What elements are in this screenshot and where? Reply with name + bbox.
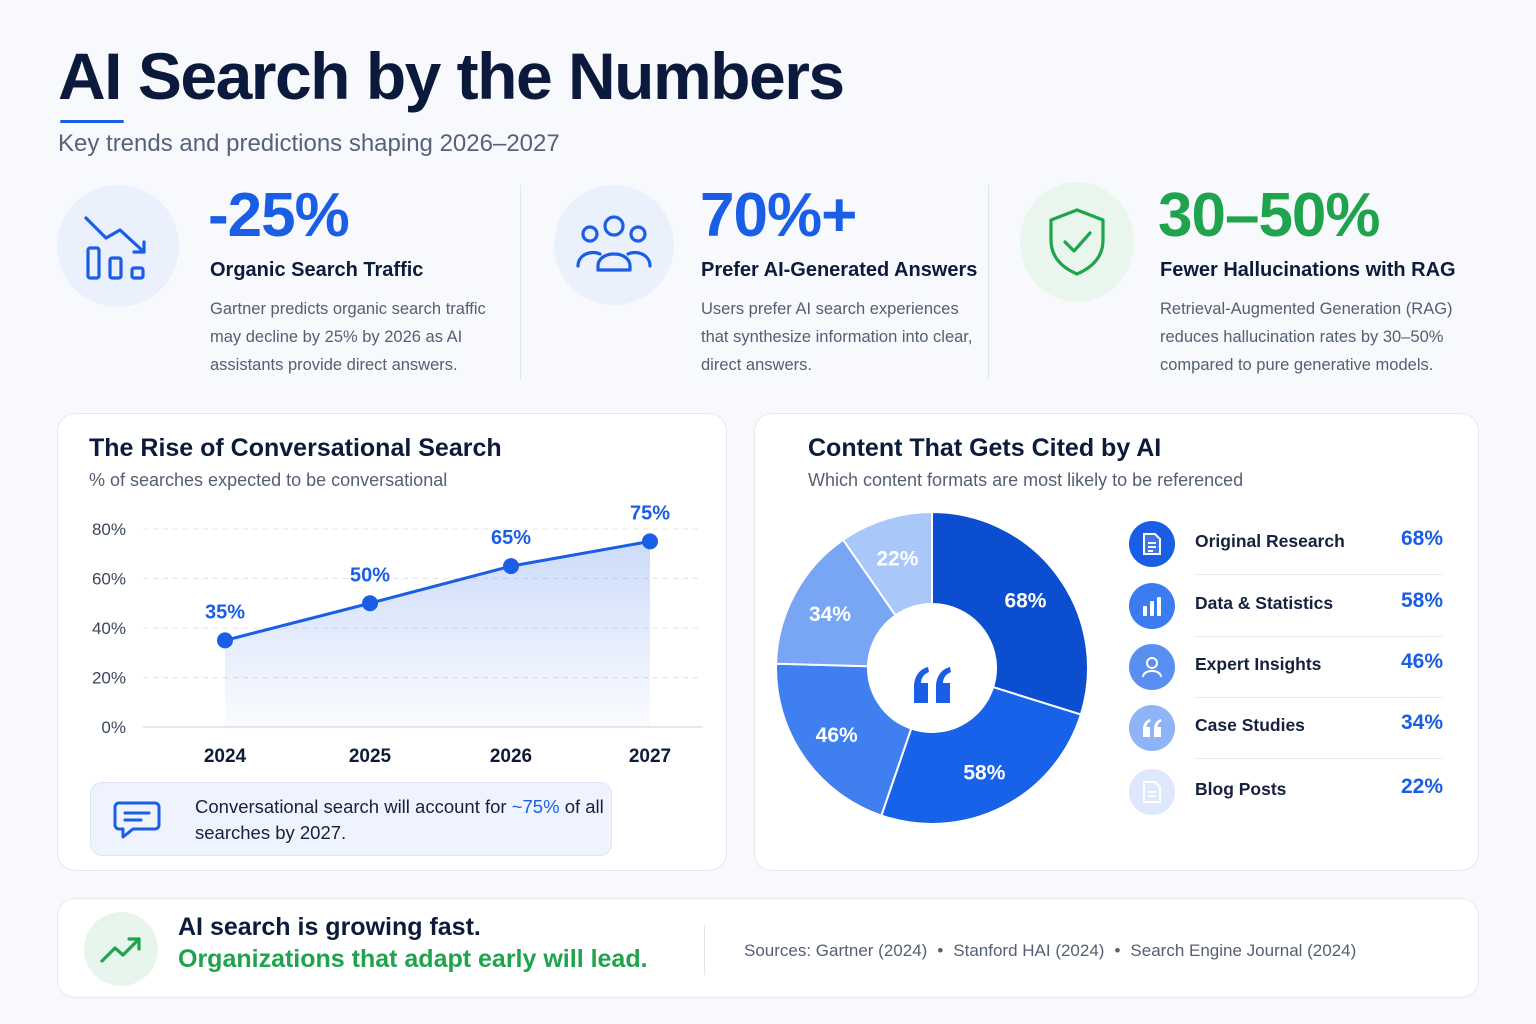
page-icon [1129, 769, 1175, 815]
area-fill [225, 541, 650, 727]
legend-value: 68% [1400, 527, 1443, 550]
x-tick-label: 2026 [490, 746, 532, 767]
legend-value: 58% [1400, 589, 1443, 612]
donut-hole [868, 604, 996, 732]
legend-label: Data & Statistics [1195, 593, 1334, 613]
legend-separator [1195, 697, 1443, 698]
legend-label: Blog Posts [1195, 779, 1287, 799]
callout-highlight: ~75% [511, 796, 560, 817]
stat-label-prefer-ai: Prefer AI-Generated Answers [701, 259, 978, 281]
card-title: The Rise of Conversational Search [89, 434, 502, 462]
slice-label: 68% [1004, 589, 1046, 612]
data-point [503, 558, 519, 575]
quote-icon [1129, 705, 1175, 751]
slice-label: 22% [876, 547, 918, 570]
legend-label: Original Research [1195, 531, 1345, 551]
source-item: Search Engine Journal (2024) [1130, 941, 1357, 960]
chat-bubble-icon [113, 797, 161, 846]
source-item: Sources: Gartner (2024) [744, 941, 928, 960]
legend-item-blog-posts: Blog Posts 22% [1129, 761, 1443, 823]
footer-divider [704, 925, 705, 975]
legend-separator [1195, 636, 1443, 637]
footer-headline: AI search is growing fast. [178, 913, 481, 941]
y-tick-label: 80% [92, 520, 126, 539]
data-label: 50% [350, 564, 390, 586]
cited-donut-chart: 68% 58% 46% 34% 22% [775, 510, 1089, 825]
source-item: Stanford HAI (2024) [953, 941, 1105, 960]
stat-value-organic: -25% [208, 181, 350, 250]
legend-item-expert-insights: Expert Insights 46% [1129, 636, 1443, 698]
data-label: 65% [491, 527, 531, 549]
sources-line: Sources: Gartner (2024) • Stanford HAI (20… [744, 941, 1357, 960]
card-subtitle: Which content formats are most likely to… [808, 470, 1244, 490]
legend-label: Case Studies [1195, 715, 1305, 735]
legend-separator [1195, 574, 1443, 575]
stat-desc-organic: Gartner predicts organic search traffic … [210, 300, 486, 374]
person-icon [1129, 644, 1175, 690]
stat-desc-prefer-ai: Users prefer AI search experiences that … [701, 300, 973, 374]
data-point [217, 632, 233, 649]
conversational-search-card: The Rise of Conversational Search % of s… [57, 413, 727, 871]
shield-check-icon [1020, 182, 1134, 302]
slice-label: 58% [963, 762, 1005, 785]
slice-label: 46% [816, 724, 858, 747]
page-title: AI Search by the Numbers [58, 39, 845, 113]
legend-separator [1195, 758, 1443, 759]
bar-chart-icon [1129, 583, 1175, 629]
stat-label-organic: Organic Search Traffic [210, 259, 424, 281]
title-accent-rule [60, 120, 124, 123]
stat-label-rag: Fewer Hallucinations with RAG [1160, 259, 1456, 281]
y-tick-label: 60% [92, 570, 126, 589]
stat-divider [520, 185, 521, 380]
legend-item-case-studies: Case Studies 34% [1129, 697, 1443, 759]
data-point [362, 595, 378, 612]
footer-banner: AI search is growing fast. Organizations… [57, 898, 1479, 998]
cited-content-card: Content That Gets Cited by AI Which cont… [754, 413, 1479, 871]
y-tick-label: 0% [101, 718, 126, 737]
quote-icon [868, 621, 996, 749]
data-point [642, 533, 658, 550]
donut-slice [775, 538, 897, 668]
data-label: 75% [630, 502, 670, 524]
document-icon [1129, 521, 1175, 567]
legend-value: 46% [1400, 650, 1443, 673]
y-tick-label: 20% [92, 669, 126, 688]
trending-up-icon [84, 912, 158, 986]
legend-value: 22% [1400, 775, 1443, 798]
stat-value-prefer-ai: 70%+ [700, 181, 857, 250]
data-label: 35% [205, 601, 245, 623]
legend-label: Expert Insights [1195, 654, 1322, 674]
legend-item-original-research: Original Research 68% [1129, 513, 1443, 575]
slice-label: 34% [809, 603, 851, 626]
footer-tagline: Organizations that adapt early will lead… [178, 945, 648, 973]
users-group-icon [554, 185, 674, 305]
card-subtitle: % of searches expected to be conversatio… [89, 470, 448, 490]
x-tick-label: 2024 [204, 746, 247, 767]
callout-prefix: Conversational search will account for [195, 796, 507, 817]
stat-divider [988, 185, 989, 380]
legend-item-data-statistics: Data & Statistics 58% [1129, 575, 1443, 637]
page-subtitle: Key trends and predictions shaping 2026–… [58, 130, 560, 157]
series-line [224, 539, 651, 642]
declining-bar-chart-icon [57, 185, 179, 307]
card-title: Content That Gets Cited by AI [808, 434, 1162, 462]
conversational-line-chart: 0% 20% 40% 60% 80% 35% 2024 50% 2025 65% 2026 75% 20… [92, 502, 703, 767]
x-tick-label: 2025 [349, 746, 392, 767]
stat-value-rag: 30–50% [1158, 181, 1381, 250]
y-tick-label: 40% [92, 619, 126, 638]
callout-suffix: of all searches by 2027. [195, 796, 604, 843]
callout-text: Conversational search will account for ~… [195, 794, 605, 846]
callout-box: Conversational search will account for ~… [90, 782, 612, 856]
x-tick-label: 2027 [629, 746, 671, 767]
legend-value: 34% [1400, 711, 1443, 734]
stat-desc-rag: Retrieval-Augmented Generation (RAG) red… [1160, 300, 1453, 374]
